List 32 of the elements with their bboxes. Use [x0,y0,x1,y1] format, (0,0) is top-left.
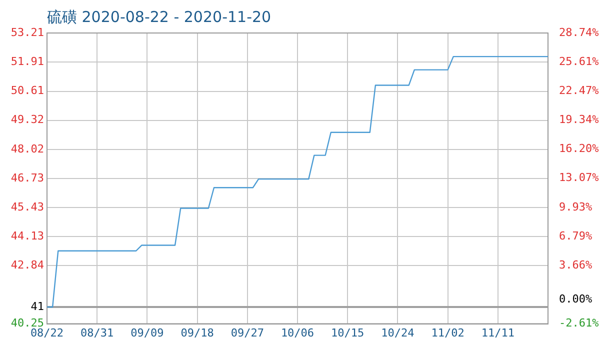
y-tick-label: 44.13 [10,230,44,243]
y2-tick-label: 25.61% [559,54,600,68]
y-tick-label: 49.32 [10,113,44,126]
y-tick-label: 53.21 [10,26,44,39]
x-tick-label: 08/31 [80,326,114,340]
y2-tick-label: 28.74% [559,26,600,39]
y2-tick-label: 9.93% [559,200,592,214]
y2-tick-label: -2.61% [559,316,600,330]
x-tick-label: 11/02 [431,326,464,340]
y2-tick-label: 6.79% [559,229,592,242]
chart-title: 硫磺 2020-08-22 - 2020-11-20 [47,8,272,26]
y-tick-label: 42.84 [10,258,44,272]
y-tick-label: 51.91 [10,55,44,68]
x-tick-label: 09/18 [180,326,214,340]
y2-tick-label: 0.00% [559,292,592,306]
x-tick-label: 10/15 [331,326,364,340]
x-tick-label: 09/09 [130,326,164,340]
y2-tick-label: 19.34% [559,113,600,126]
x-tick-label: 10/24 [381,326,415,340]
y-tick-label: 46.73 [10,171,44,184]
y2-tick-label: 22.47% [559,84,600,98]
y-tick-label: 50.61 [10,84,44,98]
x-tick-label: 08/22 [30,326,64,340]
y-tick-label: 48.02 [10,142,44,156]
x-tick-label: 10/06 [280,326,314,340]
y2-tick-label: 3.66% [559,258,592,272]
y-tick-label: 41 [30,300,44,313]
y2-tick-label: 16.20% [559,142,600,156]
x-tick-label: 11/11 [481,326,514,340]
y2-tick-label: 13.07% [559,171,600,184]
y-tick-label: 45.43 [10,200,44,214]
x-tick-label: 09/27 [230,326,264,340]
